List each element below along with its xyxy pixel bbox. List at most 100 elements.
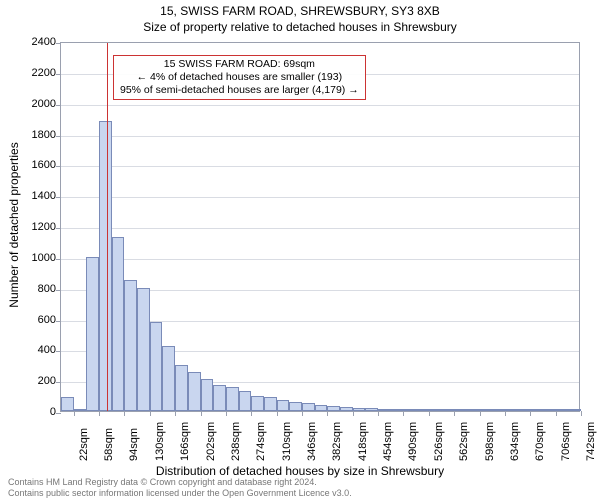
x-tick-label: 274sqm — [255, 422, 267, 461]
x-tick-label: 598sqm — [484, 422, 496, 461]
histogram-bar — [264, 397, 277, 411]
y-tick-mark — [56, 290, 61, 291]
y-tick-mark — [56, 259, 61, 260]
histogram-bar — [518, 409, 531, 411]
x-tick-label: 130sqm — [154, 422, 166, 461]
y-tick-label: 1000 — [16, 252, 56, 264]
x-tick-label: 22sqm — [78, 428, 90, 461]
histogram-bar — [302, 403, 315, 411]
x-tick-mark — [251, 411, 252, 416]
annotation-line: 95% of semi-detached houses are larger (… — [120, 84, 359, 97]
y-tick-mark — [56, 43, 61, 44]
x-tick-label: 454sqm — [382, 422, 394, 461]
histogram-bar — [251, 396, 264, 411]
plot-area: 22sqm58sqm94sqm130sqm166sqm202sqm238sqm2… — [60, 42, 580, 412]
x-tick-mark — [99, 411, 100, 416]
y-tick-mark — [56, 321, 61, 322]
x-tick-mark — [201, 411, 202, 416]
histogram-bar — [112, 237, 125, 411]
histogram-bar — [201, 379, 214, 411]
gridline — [61, 166, 579, 167]
attribution-line-1: Contains HM Land Registry data © Crown c… — [8, 477, 352, 487]
y-tick-label: 800 — [16, 283, 56, 295]
x-tick-mark — [556, 411, 557, 416]
y-tick-label: 1800 — [16, 129, 56, 141]
histogram-bar — [454, 409, 467, 411]
y-tick-label: 1400 — [16, 190, 56, 202]
title-line-2: Size of property relative to detached ho… — [0, 20, 600, 36]
x-tick-label: 634sqm — [509, 422, 521, 461]
histogram-bar — [568, 409, 581, 411]
x-tick-label: 166sqm — [179, 422, 191, 461]
attribution-line-2: Contains public sector information licen… — [8, 488, 352, 498]
y-tick-mark — [56, 413, 61, 414]
y-tick-mark — [56, 197, 61, 198]
y-tick-label: 600 — [16, 314, 56, 326]
gridline — [61, 136, 579, 137]
x-tick-label: 346sqm — [306, 422, 318, 461]
histogram-bar — [441, 409, 454, 411]
histogram-bar — [530, 409, 543, 411]
titles: 15, SWISS FARM ROAD, SHREWSBURY, SY3 8XB… — [0, 0, 600, 35]
x-tick-label: 418sqm — [357, 422, 369, 461]
histogram-bar — [137, 288, 150, 411]
attribution: Contains HM Land Registry data © Crown c… — [8, 477, 352, 498]
histogram-bar — [378, 409, 391, 411]
x-tick-label: 526sqm — [433, 422, 445, 461]
histogram-bar — [403, 409, 416, 411]
x-tick-mark — [530, 411, 531, 416]
y-tick-mark — [56, 382, 61, 383]
x-tick-label: 238sqm — [230, 422, 242, 461]
x-axis-title: Distribution of detached houses by size … — [0, 464, 600, 478]
x-tick-mark — [378, 411, 379, 416]
histogram-bar — [327, 406, 340, 411]
x-tick-mark — [353, 411, 354, 416]
y-tick-mark — [56, 136, 61, 137]
plot-wrap: 22sqm58sqm94sqm130sqm166sqm202sqm238sqm2… — [60, 42, 580, 412]
histogram-bar — [365, 408, 378, 411]
x-tick-mark — [74, 411, 75, 416]
histogram-bar — [492, 409, 505, 411]
histogram-bar — [505, 409, 518, 411]
x-tick-mark — [175, 411, 176, 416]
title-line-1: 15, SWISS FARM ROAD, SHREWSBURY, SY3 8XB — [0, 4, 600, 20]
y-ticks: 0200400600800100012001400160018002000220… — [0, 42, 60, 412]
y-tick-label: 2200 — [16, 67, 56, 79]
x-tick-label: 58sqm — [103, 428, 115, 461]
histogram-bar — [289, 402, 302, 411]
histogram-bar — [315, 405, 328, 411]
y-tick-label: 400 — [16, 344, 56, 356]
x-tick-label: 310sqm — [281, 422, 293, 461]
histogram-bar — [277, 400, 290, 411]
x-tick-mark — [277, 411, 278, 416]
histogram-bar — [429, 409, 442, 411]
y-tick-label: 200 — [16, 375, 56, 387]
histogram-bar — [353, 408, 366, 411]
x-tick-mark — [226, 411, 227, 416]
reference-line — [107, 43, 108, 411]
y-tick-label: 2400 — [16, 36, 56, 48]
histogram-bar — [213, 385, 226, 411]
x-tick-mark — [480, 411, 481, 416]
histogram-bar — [124, 280, 137, 411]
x-tick-mark — [302, 411, 303, 416]
histogram-bar — [61, 397, 74, 411]
histogram-bar — [340, 407, 353, 411]
y-tick-mark — [56, 351, 61, 352]
x-tick-label: 670sqm — [534, 422, 546, 461]
x-tick-mark — [454, 411, 455, 416]
histogram-bar — [543, 409, 556, 411]
x-tick-mark — [150, 411, 151, 416]
x-tick-mark — [581, 411, 582, 416]
histogram-bar — [556, 409, 569, 411]
y-tick-label: 2000 — [16, 98, 56, 110]
x-tick-label: 202sqm — [205, 422, 217, 461]
x-tick-label: 490sqm — [407, 422, 419, 461]
annotation-line: 15 SWISS FARM ROAD: 69sqm — [120, 58, 359, 71]
histogram-bar — [175, 365, 188, 411]
y-tick-mark — [56, 74, 61, 75]
histogram-bar — [150, 322, 163, 411]
y-tick-label: 1200 — [16, 221, 56, 233]
histogram-bar — [226, 387, 239, 411]
x-tick-label: 562sqm — [458, 422, 470, 461]
